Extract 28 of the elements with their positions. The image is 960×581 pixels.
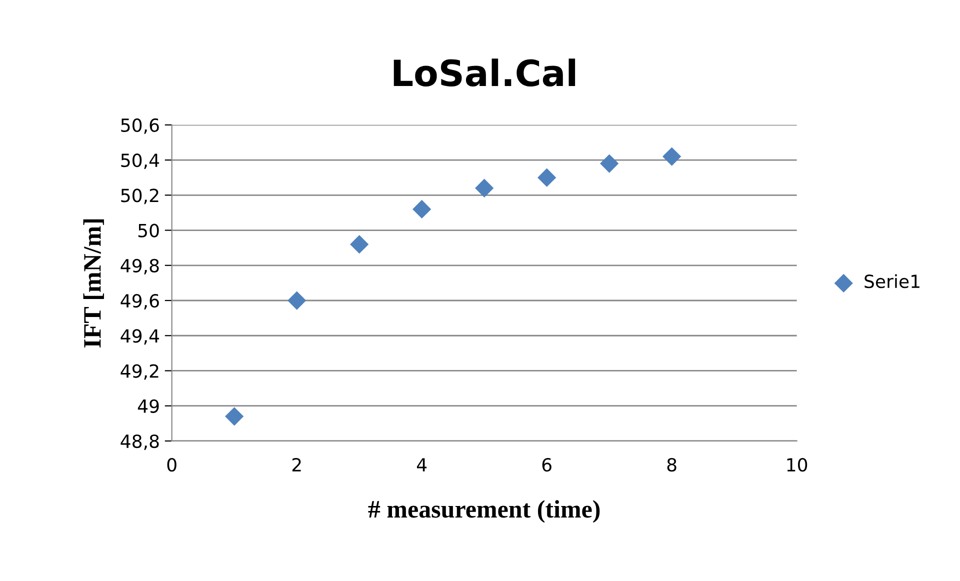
x-tick-label: 6 [542,458,552,472]
x-tick-label: 0 [167,458,176,472]
x-tick-label: 2 [292,458,301,472]
point [288,291,306,310]
point [538,168,556,187]
point [600,154,619,173]
point [350,235,369,254]
x-tick-label: 10 [787,458,808,472]
y-tick-label: 49,6 [120,294,159,310]
y-tick-label: 49,2 [120,364,158,380]
y-tick-label: 49 [138,399,159,413]
y-axis-title: IFT [mN/m] [83,219,104,348]
point [475,178,494,198]
y-tick-label: 50,2 [121,188,158,204]
point [225,407,244,426]
point [412,200,432,219]
y-tick-label: 50,6 [121,118,159,134]
y-tick-label: 48,8 [120,434,159,450]
x-tick-label: 8 [667,458,676,472]
y-tick-label: 50,4 [121,153,160,169]
y-tick-label: 49,8 [120,258,159,274]
chart-title: LoSal.Cal [394,58,576,87]
point [662,147,682,166]
x-tick-label: 4 [416,458,427,472]
legend-label: Serie1 [864,274,920,288]
y-tick-label: 49,4 [120,329,160,345]
y-tick-label: 50 [138,224,159,238]
x-axis-title: # measurement (time) [368,500,600,523]
